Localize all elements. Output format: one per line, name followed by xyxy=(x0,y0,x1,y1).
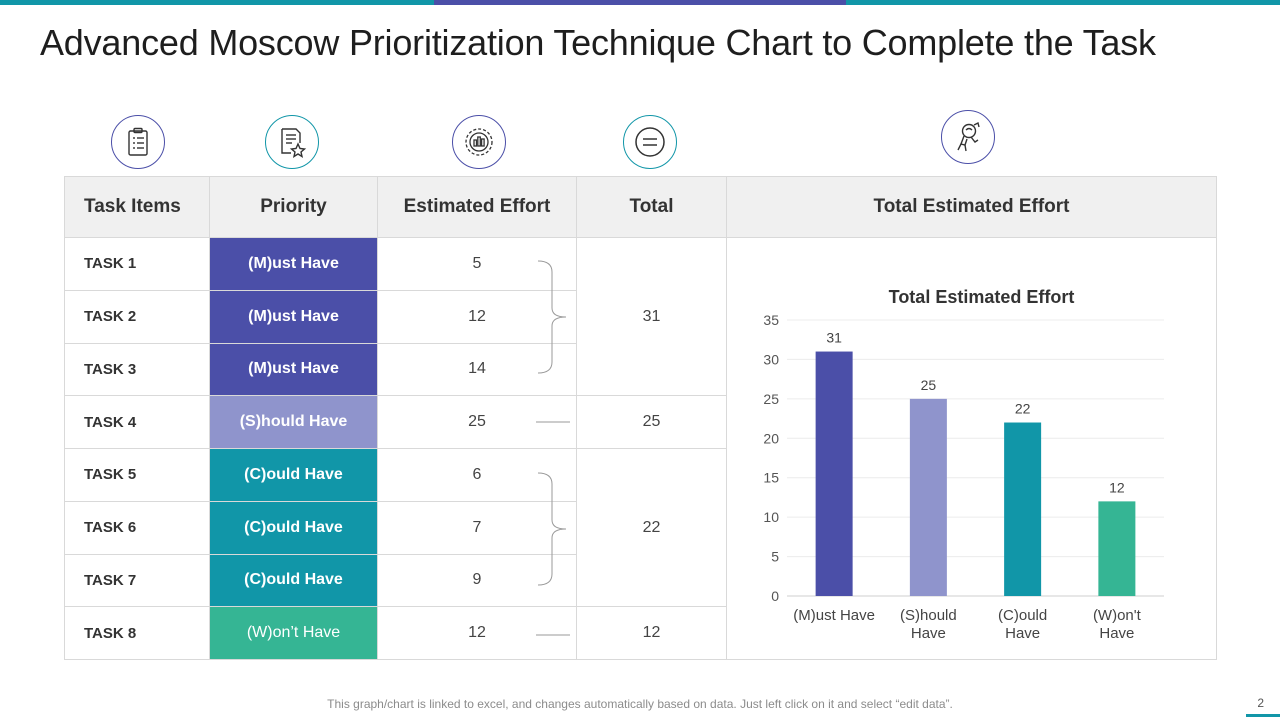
page-number: 2 xyxy=(1257,696,1264,710)
priority-cell: (C)ould Have xyxy=(209,500,378,555)
effort-cell: 9 xyxy=(377,553,577,608)
priority-cell: (S)hould Have xyxy=(209,395,378,449)
task-cell: TASK 1 xyxy=(64,237,210,291)
effort-cell: 5 xyxy=(377,237,577,291)
priority-cell: (C)ould Have xyxy=(209,553,378,608)
task-cell: TASK 2 xyxy=(64,289,210,344)
header-total-estimated-effort: Total Estimated Effort xyxy=(726,176,1217,238)
chart-gear-icon xyxy=(452,115,506,169)
table-header-row: Task Items Priority Estimated Effort Tot… xyxy=(64,176,1217,238)
table-row: TASK 4 (S)hould Have 25 25 xyxy=(64,395,1217,449)
task-cell: TASK 6 xyxy=(64,500,210,555)
header-estimated-effort: Estimated Effort xyxy=(377,176,577,238)
chart-title: Total Estimated Effort xyxy=(888,287,1075,307)
effort-cell: 7 xyxy=(377,500,577,555)
priority-cell: (M)ust Have xyxy=(209,237,378,291)
page-number-underline xyxy=(1246,714,1280,717)
task-cell: TASK 8 xyxy=(64,606,210,660)
total-cell-wont: 12 xyxy=(576,606,727,660)
effort-cell: 12 xyxy=(377,606,577,660)
moscow-table: Task Items Priority Estimated Effort Tot… xyxy=(64,176,1217,660)
table-row: TASK 3 (M)ust Have 14 xyxy=(64,342,1217,397)
clipboard-checklist-icon xyxy=(111,115,165,169)
priority-cell: (M)ust Have xyxy=(209,289,378,344)
effort-cell: 25 xyxy=(377,395,577,449)
total-cell-should: 25 xyxy=(576,395,727,449)
priority-cell: (M)ust Have xyxy=(209,342,378,397)
priority-cell: (W)on’t Have xyxy=(209,606,378,660)
top-accent-bar-right xyxy=(846,0,1280,5)
effort-cell: 14 xyxy=(377,342,577,397)
slide-title: Advanced Moscow Prioritization Technique… xyxy=(40,22,1156,63)
task-cell: TASK 7 xyxy=(64,553,210,608)
total-cell-must: 31 xyxy=(576,236,727,397)
task-cell: TASK 4 xyxy=(64,395,210,449)
task-cell: TASK 5 xyxy=(64,448,210,502)
document-star-icon xyxy=(265,115,319,169)
header-priority: Priority xyxy=(209,176,378,238)
astronaut-icon xyxy=(941,110,995,164)
equals-icon xyxy=(623,115,677,169)
footnote: This graph/chart is linked to excel, and… xyxy=(327,697,953,711)
table-row: TASK 1 (M)ust Have 5 31 xyxy=(64,236,1217,660)
header-task-items: Task Items xyxy=(64,176,210,238)
task-cell: TASK 3 xyxy=(64,342,210,397)
effort-cell: 12 xyxy=(377,289,577,344)
priority-cell: (C)ould Have xyxy=(209,448,378,502)
header-total: Total xyxy=(576,176,727,238)
table-row: TASK 5 (C)ould Have 6 22 xyxy=(64,447,1217,608)
table-row: TASK 8 (W)on’t Have 12 12 xyxy=(64,606,1217,660)
effort-cell: 6 xyxy=(377,448,577,502)
total-cell-could: 22 xyxy=(576,447,727,608)
top-accent-bar xyxy=(0,0,434,5)
top-accent-bar-middle xyxy=(434,0,846,5)
